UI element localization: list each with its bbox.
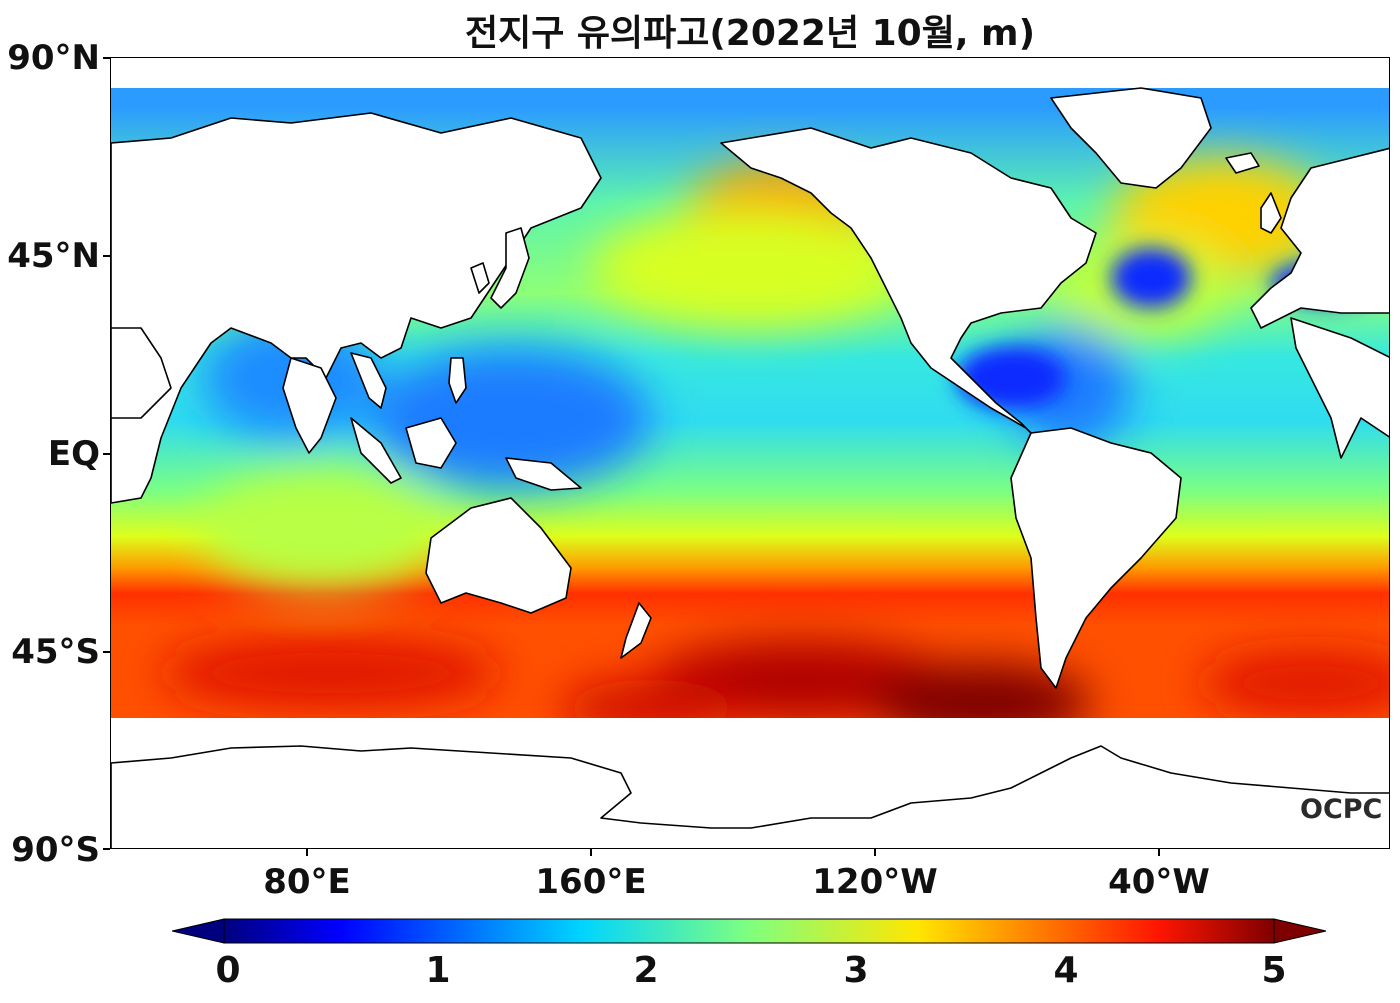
y-label-45s: 45°S bbox=[11, 632, 100, 672]
y-label-90s: 90°S bbox=[11, 830, 100, 870]
x-label-120w: 120°W bbox=[812, 862, 938, 902]
y-label-45n: 45°N bbox=[7, 236, 100, 276]
y-label-eq: EQ bbox=[47, 434, 100, 474]
colorbar-max-extend bbox=[1273, 918, 1327, 944]
y-tick bbox=[103, 453, 110, 455]
x-tick bbox=[1158, 849, 1160, 856]
y-tick bbox=[103, 848, 110, 850]
y-label-90n: 90°N bbox=[7, 38, 100, 78]
colorbar-label-0: 0 bbox=[215, 950, 241, 991]
ocpc-logo: OCPC bbox=[1300, 794, 1383, 825]
x-label-80e: 80°E bbox=[263, 862, 351, 902]
colorbar-label-4: 4 bbox=[1053, 950, 1079, 991]
y-tick bbox=[103, 255, 110, 257]
x-label-40w: 40°W bbox=[1108, 862, 1210, 902]
colorbar-min-extend bbox=[172, 918, 225, 944]
map-title: 전지구 유의파고(2022년 10월, m) bbox=[464, 13, 1036, 54]
colorbar-gradient bbox=[223, 918, 1275, 944]
colorbar-label-5: 5 bbox=[1261, 950, 1287, 991]
colorbar-label-2: 2 bbox=[633, 950, 659, 991]
y-tick bbox=[103, 651, 110, 653]
land-masses bbox=[111, 87, 1389, 848]
x-label-160e: 160°E bbox=[535, 862, 647, 902]
y-tick bbox=[103, 57, 110, 59]
colorbar bbox=[172, 918, 1327, 944]
x-tick bbox=[590, 849, 592, 856]
colorbar-label-3: 3 bbox=[843, 950, 869, 991]
x-tick bbox=[306, 849, 308, 856]
colorbar-label-1: 1 bbox=[425, 950, 451, 991]
x-tick bbox=[874, 849, 876, 856]
map-panel bbox=[110, 57, 1390, 849]
wave-height-map bbox=[111, 58, 1389, 848]
